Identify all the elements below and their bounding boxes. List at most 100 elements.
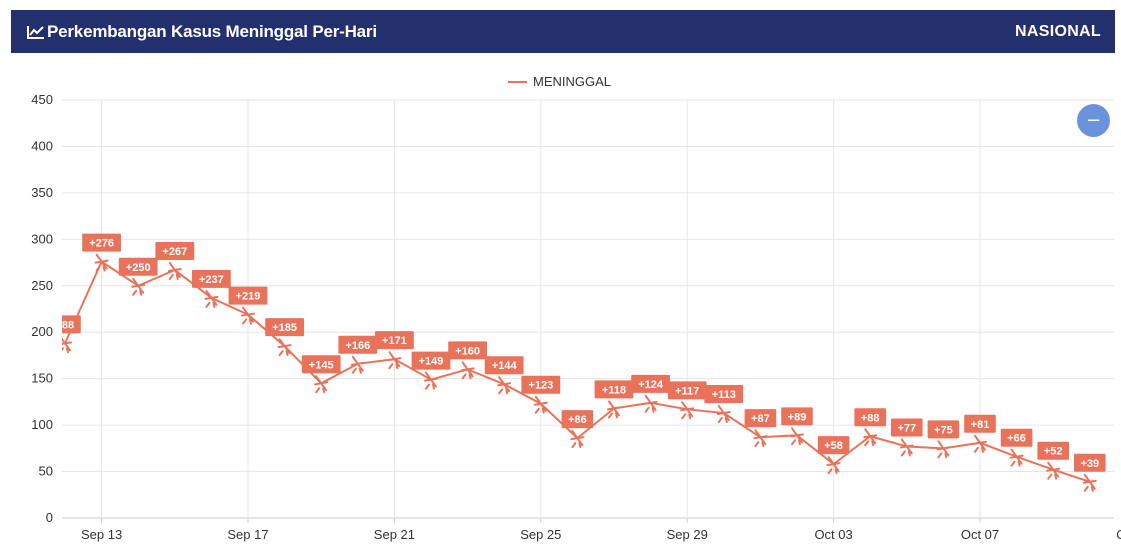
data-label: +267 [162, 246, 187, 258]
data-label-box [854, 408, 886, 427]
data-point-glyph [607, 400, 621, 419]
data-point-glyph [936, 440, 951, 459]
y-tick-label: 150 [31, 371, 53, 386]
data-point-glyph [753, 429, 768, 448]
data-point-glyph [131, 277, 146, 296]
data-point-glyph [1046, 461, 1061, 480]
data-point-glyph [1009, 448, 1024, 467]
data-label-box [118, 257, 158, 276]
data-point-glyph [899, 438, 914, 457]
data-label: +145 [309, 359, 334, 371]
data-label-box [484, 356, 524, 375]
data-label-box [1074, 453, 1106, 472]
data-point-marker [62, 337, 72, 354]
data-point-glyph [94, 253, 109, 272]
death-cases-chart: 0 50 100 150 200 250 300 350 400 450 Sep 13 Sep 17 S… [31, 74, 1121, 542]
data-label: +89 [788, 411, 807, 423]
data-label-box [228, 286, 268, 305]
data-label-box [521, 375, 561, 394]
data-point-marker [936, 440, 951, 459]
data-label-box [964, 414, 996, 433]
data-label: +237 [199, 274, 224, 286]
data-label: +88 [861, 412, 880, 424]
data-label: +81 [971, 419, 990, 431]
y-tick-label: 450 [31, 92, 53, 107]
data-point-marker [826, 456, 841, 475]
data-label-box [561, 410, 594, 429]
data-label-box [631, 374, 670, 393]
data-label: +250 [126, 262, 151, 274]
data-label-box [82, 233, 121, 252]
y-tick-label: 250 [31, 278, 53, 293]
data-label-box [1000, 428, 1033, 447]
data-point-marker [460, 361, 475, 380]
data-label: +86 [568, 414, 587, 426]
data-label: +52 [1044, 446, 1063, 458]
data-label: +66 [1007, 433, 1026, 445]
data-label-box [891, 418, 923, 437]
data-label: +149 [419, 356, 444, 368]
chart-header: Perkembangan Kasus Meninggal Per-Hari NA… [11, 10, 1115, 53]
data-label-box [744, 409, 777, 428]
data-point-marker [973, 434, 987, 453]
data-point-glyph [314, 375, 329, 394]
data-label: +75 [934, 424, 953, 436]
data-label: +117 [675, 385, 699, 397]
data-point-marker [387, 351, 402, 370]
data-point-marker [204, 289, 219, 308]
data-label: +276 [89, 238, 114, 250]
data-point-glyph [350, 355, 365, 374]
data-label-box [411, 351, 451, 370]
data-point-glyph [424, 371, 438, 390]
x-tick-label: Sep 17 [227, 527, 268, 542]
x-tick-label: Sep 29 [667, 527, 708, 542]
data-point-marker [570, 430, 585, 449]
data-point-glyph [497, 376, 512, 395]
data-point-glyph [680, 401, 695, 420]
data-point-marker [131, 277, 146, 296]
data-point-marker [1082, 473, 1097, 492]
data-point-marker [314, 375, 329, 394]
series-line [64, 260, 1091, 483]
line-chart-icon [27, 25, 44, 39]
y-tick-label: 100 [31, 417, 53, 432]
data-point-glyph [716, 405, 731, 424]
data-point-marker [533, 395, 548, 414]
plot-area: 188 +276 +250 +267 +237 +219 +185 +145 +166 +171 +… [62, 233, 1106, 492]
data-point-marker [790, 427, 804, 446]
legend-label: MENINGGAL [533, 74, 611, 89]
zoom-out-button[interactable]: − [1077, 104, 1110, 137]
data-label-box [448, 341, 487, 360]
data-label: +185 [272, 322, 297, 334]
y-tick-label: 200 [31, 324, 53, 339]
data-point-glyph [62, 337, 72, 354]
data-point-glyph [387, 351, 402, 370]
data-point-glyph [570, 430, 585, 449]
data-label: +77 [897, 422, 916, 434]
header-left: Perkembangan Kasus Meninggal Per-Hari [27, 22, 377, 42]
data-point-marker [241, 306, 255, 325]
x-tick-label: Sep 13 [81, 527, 122, 542]
data-label: +160 [455, 345, 480, 357]
data-point-marker [716, 405, 731, 424]
data-point-marker [497, 376, 512, 395]
data-label: +58 [824, 440, 843, 452]
chart-title: Perkembangan Kasus Meninggal Per-Hari [47, 21, 377, 41]
data-point-glyph [826, 456, 841, 475]
x-tick-label: Oct 03 [814, 527, 852, 542]
data-label-box [375, 331, 414, 350]
data-point-glyph [460, 361, 475, 380]
data-point-glyph [241, 306, 255, 325]
data-label-box [192, 269, 231, 288]
data-point-glyph [790, 427, 804, 446]
data-point-glyph [204, 289, 219, 308]
data-label-box [301, 355, 341, 374]
data-point-glyph [1082, 473, 1097, 492]
data-label-box [594, 380, 634, 399]
data-point-marker [899, 438, 914, 457]
data-point-marker [94, 253, 109, 272]
data-point-glyph [973, 434, 987, 453]
data-point-marker [753, 429, 768, 448]
data-label: +171 [382, 335, 407, 347]
data-label-box [1037, 441, 1069, 460]
